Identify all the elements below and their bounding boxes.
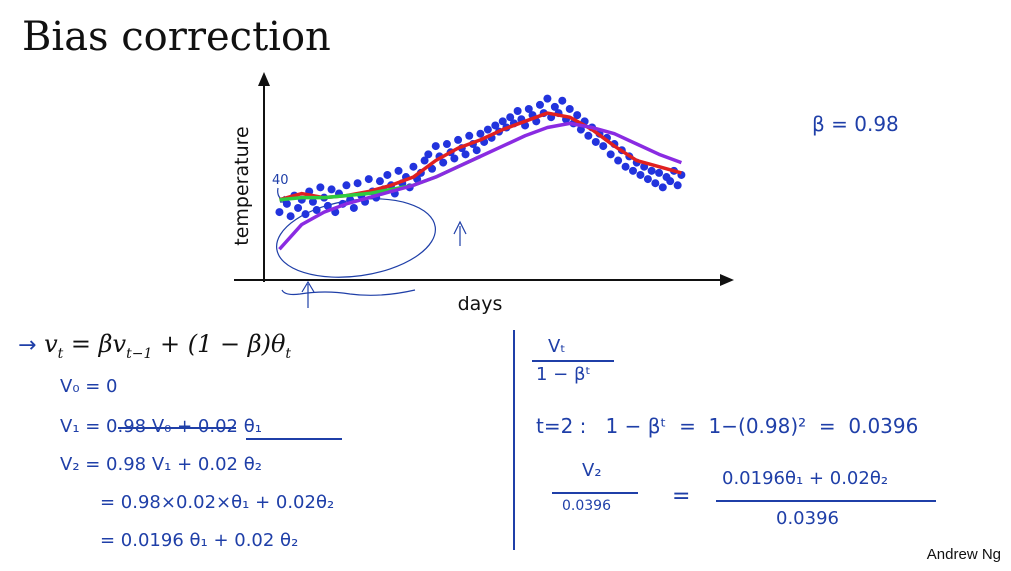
data-point — [558, 96, 567, 105]
data-point — [584, 131, 593, 140]
frac-denominator: 1 − βᵗ — [536, 364, 591, 385]
data-point — [483, 125, 492, 134]
data-point — [666, 177, 675, 186]
y-axis-label: temperature — [231, 126, 253, 245]
data-point — [286, 212, 295, 221]
divider — [513, 330, 515, 550]
data-point — [524, 104, 533, 113]
data-point — [651, 179, 660, 188]
x-axis-arrow — [720, 274, 734, 286]
data-point — [424, 150, 433, 159]
data-point — [394, 166, 403, 175]
data-point — [353, 179, 362, 188]
circled-region — [276, 198, 436, 278]
data-point — [327, 185, 336, 194]
annotation-40: 40 — [272, 173, 289, 188]
data-point — [439, 158, 448, 167]
slide-title: Bias correction — [22, 14, 331, 60]
strike-through — [118, 427, 236, 429]
data-point — [312, 206, 321, 215]
line-v1: V₁ = 0.98 V₀ + 0.02 θ₁ — [60, 416, 262, 437]
data-point — [658, 183, 667, 192]
data-point — [673, 181, 682, 190]
data-point — [606, 150, 615, 159]
data-point — [349, 203, 358, 212]
data-point — [506, 113, 515, 122]
formula-lhs: v — [44, 330, 58, 358]
data-point — [599, 142, 608, 151]
data-point — [375, 177, 384, 186]
underline-theta1 — [246, 438, 342, 440]
line-v0: V₀ = 0 — [60, 376, 118, 397]
data-point — [308, 197, 317, 206]
t2-line: t=2 : 1 − βᵗ = 1−(0.98)² = 0.0396 — [536, 414, 919, 438]
big-denominator: 0.0396 — [776, 508, 839, 529]
data-point — [472, 146, 481, 155]
big-numerator: 0.0196θ₁ + 0.02θ₂ — [722, 468, 889, 489]
up-arrow-curve — [453, 220, 467, 246]
data-point — [282, 199, 291, 208]
data-point — [465, 131, 474, 140]
data-point — [275, 208, 284, 217]
line-result: = 0.0196 θ₁ + 0.02 θ₂ — [100, 530, 299, 551]
data-point — [535, 100, 544, 109]
data-point — [614, 156, 623, 165]
data-point — [655, 168, 664, 177]
formula-rhs2: + (1 − β)θ — [152, 330, 286, 358]
data-point — [364, 175, 373, 184]
data-point — [301, 210, 310, 219]
data-point — [513, 107, 522, 116]
data-point — [629, 166, 638, 175]
v2-numerator: V₂ — [582, 460, 602, 481]
line-expand: = 0.98×0.02×θ₁ + 0.02θ₂ — [100, 492, 335, 513]
data-point — [491, 121, 500, 130]
chart-axes — [234, 72, 734, 286]
data-point — [498, 117, 507, 126]
update-formula: → vt = βvt−1 + (1 − β)θt — [18, 330, 291, 362]
data-point — [621, 162, 630, 171]
line-v2: V₂ = 0.98 V₁ + 0.02 θ₂ — [60, 454, 262, 475]
data-point — [591, 137, 600, 146]
frac-numerator: Vₜ — [548, 336, 566, 357]
data-point — [431, 142, 440, 151]
v2-denominator: 0.0396 — [562, 498, 611, 514]
formula-rhs1-sub: t−1 — [126, 345, 153, 362]
data-point — [409, 162, 418, 171]
data-point — [573, 111, 582, 120]
x-brace — [281, 289, 416, 296]
data-point — [636, 170, 645, 179]
data-point — [294, 203, 303, 212]
data-point — [420, 156, 429, 165]
formula-rhs2-sub: t — [285, 345, 292, 362]
beta-value: β = 0.98 — [812, 112, 899, 136]
data-point — [565, 104, 574, 113]
y-axis-arrow — [258, 72, 270, 86]
data-point — [383, 170, 392, 179]
data-point — [476, 129, 485, 138]
frac-bar — [532, 360, 614, 362]
data-point — [550, 102, 559, 111]
equals-sign: = — [672, 484, 691, 509]
data-point — [342, 181, 351, 190]
v2-frac-bar — [552, 492, 638, 494]
data-point — [450, 154, 459, 163]
x-axis-label: days — [458, 293, 503, 315]
author-name: Andrew Ng — [926, 546, 1001, 563]
series-line-2 — [278, 121, 682, 251]
data-point — [461, 150, 470, 159]
series-lines — [278, 111, 682, 251]
data-point — [454, 135, 463, 144]
data-point — [543, 94, 552, 103]
data-point — [643, 175, 652, 184]
formula-arrow: → — [18, 333, 37, 358]
formula-lhs-sub: t — [57, 345, 64, 362]
data-point — [316, 183, 325, 192]
data-point — [442, 140, 451, 149]
big-frac-bar — [716, 500, 936, 502]
up-arrow-x — [301, 280, 315, 308]
temperature-chart: days temperature 40 — [231, 72, 734, 315]
data-point — [323, 201, 332, 210]
data-point — [647, 166, 656, 175]
formula-rhs1: = βv — [63, 330, 127, 358]
